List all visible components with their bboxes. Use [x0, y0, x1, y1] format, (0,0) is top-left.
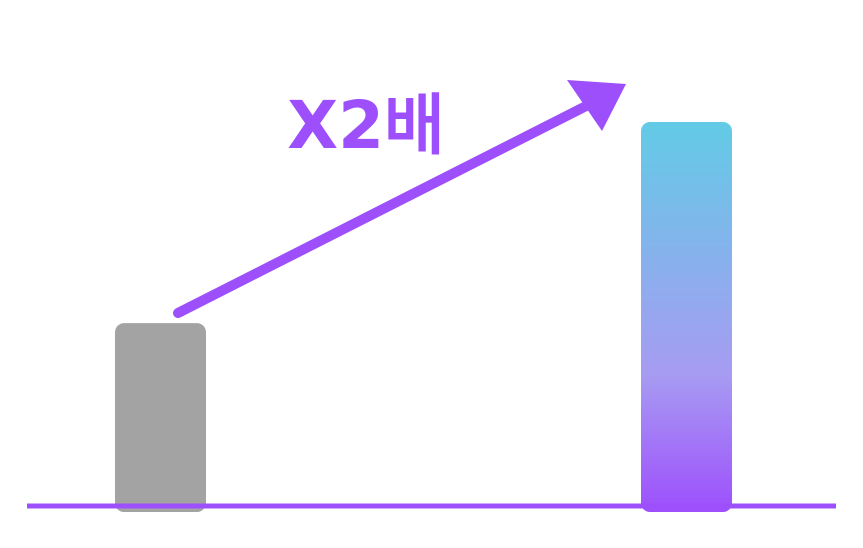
growth-arrow-shaft [173, 96, 601, 318]
growth-arrow [173, 80, 626, 318]
growth-multiplier-label: X2배 [287, 87, 445, 164]
bar-1 [115, 323, 206, 512]
bar-group [115, 122, 732, 512]
bar-2 [641, 122, 732, 512]
growth-arrow-head [567, 80, 626, 131]
